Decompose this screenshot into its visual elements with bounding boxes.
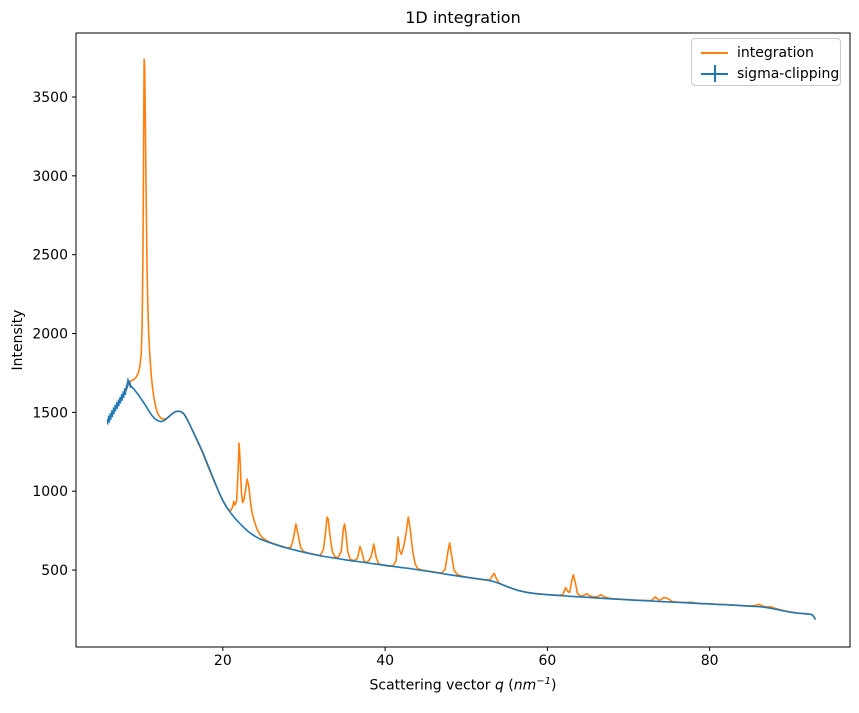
x-tick-label: 40 — [376, 653, 394, 669]
x-axis-label-unit: nm — [513, 677, 537, 694]
y-tick-label: 2000 — [32, 327, 68, 343]
y-tick-label: 1500 — [32, 405, 68, 421]
legend-item-integration[interactable]: integration — [701, 42, 840, 63]
y-tick-label: 3500 — [32, 90, 68, 106]
x-axis-label-paren-open: ( — [503, 677, 514, 694]
axes-frame — [75, 32, 851, 648]
y-axis-label: Intensity — [10, 309, 26, 371]
series-sigma-clipping-line — [106, 380, 816, 620]
x-tick-label: 20 — [214, 653, 232, 669]
y-tick-label: 500 — [41, 563, 68, 579]
x-tick-label: 80 — [701, 653, 719, 669]
x-axis-label-paren-close: ) — [551, 677, 557, 694]
x-tick-label: 60 — [538, 653, 556, 669]
legend-label-integration: integration — [737, 44, 814, 61]
x-axis-label-variable: q — [494, 677, 504, 694]
integration-line-icon — [701, 44, 728, 61]
y-tick-label: 1000 — [32, 484, 68, 500]
legend-item-sigma-clipping[interactable]: sigma-clipping — [701, 63, 840, 84]
x-axis-label-exponent: −1 — [536, 676, 552, 687]
legend[interactable]: integration sigma-clipping — [691, 38, 841, 86]
x-axis-label-text: Scattering vector — [369, 677, 495, 694]
legend-label-sigma-clipping: sigma-clipping — [737, 65, 840, 82]
y-tick-label: 2500 — [32, 248, 68, 264]
chart-title: 1D integration — [405, 8, 521, 27]
errorbar-plus-icon — [701, 65, 728, 82]
series-integration-line — [106, 58, 816, 620]
x-axis-label: Scattering vector q (nm−1) — [369, 676, 556, 694]
y-tick-label: 3000 — [32, 169, 68, 185]
